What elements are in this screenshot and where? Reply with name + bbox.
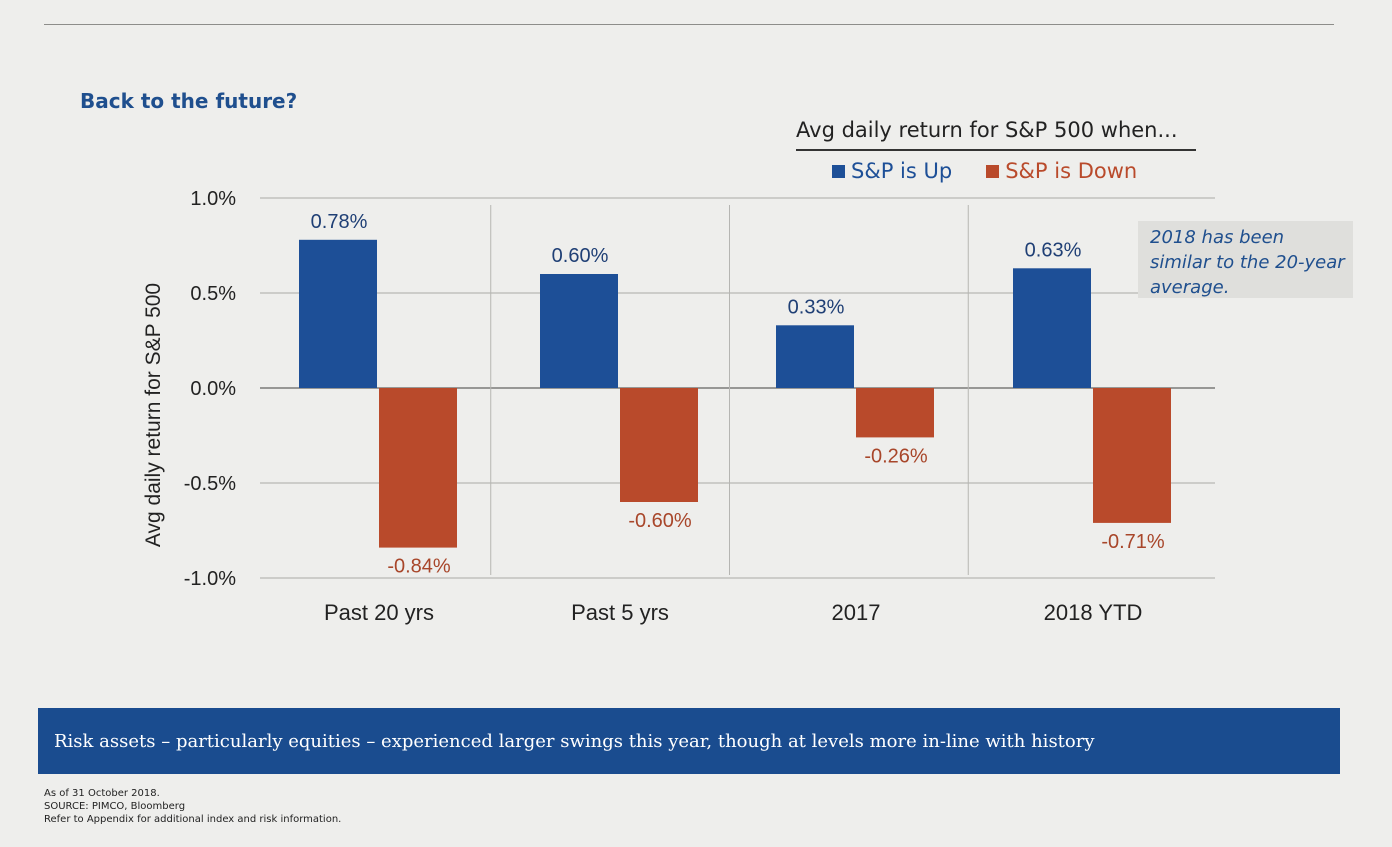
bar-up xyxy=(1013,268,1091,388)
footnotes: As of 31 October 2018. SOURCE: PIMCO, Bl… xyxy=(44,787,341,826)
page-title: Back to the future? xyxy=(80,89,298,113)
banner-text: Risk assets – particularly equities – ex… xyxy=(54,730,1095,752)
bar-down xyxy=(620,388,698,502)
data-label: 0.63% xyxy=(1025,239,1082,261)
legend-item-up: S&P is Up xyxy=(832,159,952,183)
bar-chart: 1.0% 0.5% 0.0% -0.5% -1.0% Avg daily return f… xyxy=(142,188,1215,625)
data-label: -0.26% xyxy=(864,445,928,467)
legend-item-down: S&P is Down xyxy=(986,159,1137,183)
data-label: -0.60% xyxy=(628,510,692,532)
footnote-date: As of 31 October 2018. xyxy=(44,788,160,799)
top-rule xyxy=(44,24,1334,25)
bar-down xyxy=(379,388,457,548)
x-tick-label: Past 20 yrs xyxy=(324,600,434,625)
chart-title-rule xyxy=(796,149,1196,151)
y-tick-label: 0.5% xyxy=(190,283,236,305)
callout-note: 2018 has been similar to the 20-year ave… xyxy=(1138,221,1353,298)
chart-title: Avg daily return for S&P 500 when... xyxy=(796,118,1178,142)
data-label: 0.78% xyxy=(311,211,368,233)
bar-up xyxy=(540,274,618,388)
y-tick-label: 0.0% xyxy=(190,378,236,400)
bar-down xyxy=(856,388,934,438)
x-tick-label: 2017 xyxy=(832,600,881,625)
bar-down xyxy=(1093,388,1171,523)
bar-up xyxy=(776,325,854,388)
footnote-source: SOURCE: PIMCO, Bloomberg xyxy=(44,801,186,812)
y-tick-label: -1.0% xyxy=(184,568,236,590)
data-label: -0.84% xyxy=(387,556,451,578)
data-label: 0.60% xyxy=(552,245,609,267)
legend-label-down: S&P is Down xyxy=(1005,159,1138,183)
data-label: 0.33% xyxy=(788,296,845,318)
y-tick-label: -0.5% xyxy=(184,473,236,495)
bar-up xyxy=(299,239,377,388)
legend-swatch-up xyxy=(832,164,845,178)
summary-banner: Risk assets – particularly equities – ex… xyxy=(38,708,1340,774)
x-tick-label: Past 5 yrs xyxy=(571,600,669,625)
y-tick-label: 1.0% xyxy=(190,188,236,210)
footnote-appendix: Refer to Appendix for additional index a… xyxy=(44,814,342,825)
legend-label-up: S&P is Up xyxy=(851,159,953,183)
legend: S&P is Up S&P is Down xyxy=(832,159,1137,183)
legend-swatch-down xyxy=(986,164,1000,178)
x-tick-label: 2018 YTD xyxy=(1044,600,1143,625)
data-label: -0.71% xyxy=(1101,531,1165,553)
y-axis-label: Avg daily return for S&P 500 xyxy=(142,283,165,547)
